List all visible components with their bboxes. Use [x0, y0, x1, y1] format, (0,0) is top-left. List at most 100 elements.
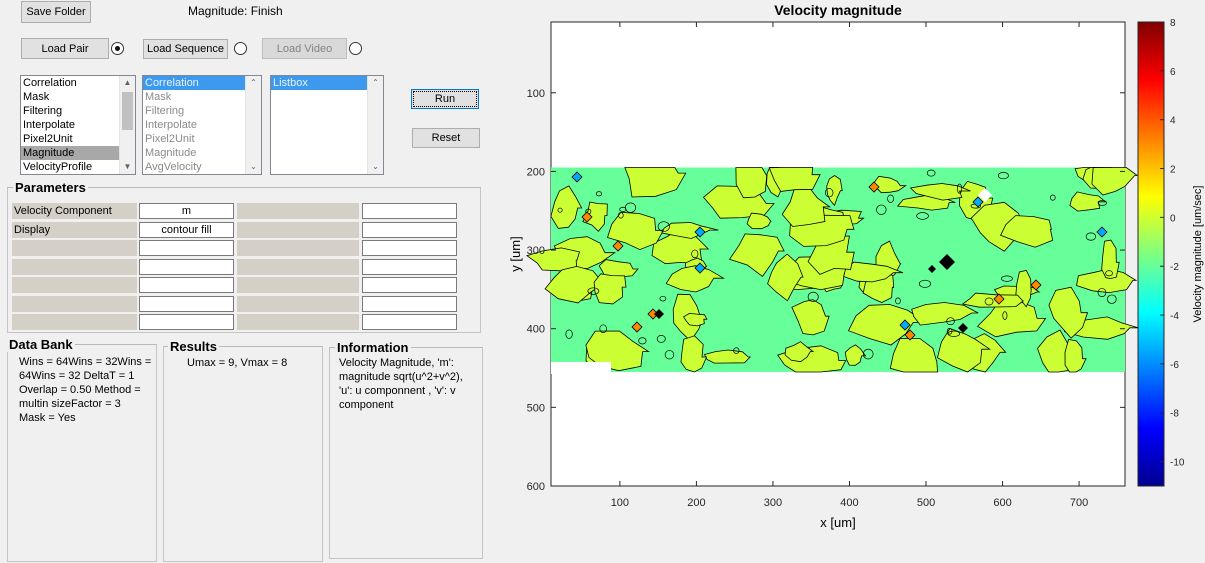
scroll-up-icon[interactable]: ⌃ [250, 78, 257, 87]
contour-region [1063, 316, 1139, 340]
contour-line [984, 297, 994, 306]
contour-line [625, 202, 637, 213]
pipeline-list[interactable]: Correlation Mask Filtering Interpolate Pixel… [142, 75, 262, 175]
contour-region [1000, 215, 1054, 248]
param-value-input[interactable] [139, 277, 234, 293]
scroll-thumb[interactable] [122, 92, 133, 130]
velocity-spot-dark [958, 323, 968, 333]
contour-region [896, 194, 956, 211]
contour-line [946, 328, 953, 335]
contour-region [784, 341, 815, 363]
param-label [12, 277, 137, 293]
velocity-spot [972, 196, 984, 208]
scroll-up-icon[interactable]: ⌃ [372, 78, 379, 87]
scroll-down-icon[interactable]: ⌄ [250, 162, 257, 171]
scroll-down-icon[interactable]: ▼ [123, 162, 132, 171]
text-line: Velocity Magnitude, 'm': [339, 357, 454, 369]
text-line: Umax = 9, Vmax = 8 [187, 357, 288, 369]
contour-line [895, 297, 901, 305]
list-item[interactable]: Correlation [143, 76, 261, 90]
contour-line [876, 204, 887, 215]
param-label [12, 314, 137, 330]
param-value-input-2[interactable] [362, 221, 457, 238]
contour-region [961, 292, 1025, 308]
colorbar-tick-label: 6 [1170, 67, 1176, 78]
scroll-down-icon[interactable]: ⌄ [372, 162, 379, 171]
velocity-spot [899, 319, 911, 331]
colorbar-tick-label: 8 [1170, 18, 1176, 29]
processing-steps-list[interactable]: Correlation Mask Filtering Interpolate Pixel… [20, 75, 136, 175]
contour-region [735, 167, 768, 199]
list-item[interactable]: Interpolate [145, 119, 197, 131]
scroll-up-icon[interactable]: ▲ [123, 78, 132, 87]
velocity-spot [631, 321, 643, 333]
list-item[interactable]: AvgVelocity [145, 161, 202, 173]
param-value-input[interactable] [139, 314, 234, 330]
y-axis-label: y [um] [508, 236, 523, 271]
x-tick-label: 200 [687, 497, 705, 509]
contour-region [811, 205, 847, 236]
param-value-input[interactable]: contour fill [139, 221, 234, 238]
x-tick-label: 300 [764, 497, 782, 509]
list-item[interactable]: Filtering [23, 105, 63, 117]
contour-region [781, 256, 854, 291]
param-value-input-2[interactable] [362, 277, 457, 293]
param-value-input-2[interactable] [362, 295, 457, 312]
load-video-button[interactable]: Load Video [262, 38, 347, 59]
contour-region [767, 253, 804, 302]
param-label: Velocity Component [12, 203, 137, 219]
list-item[interactable]: VelocityProfile [23, 161, 93, 173]
y-tick-label: 200 [527, 166, 545, 178]
param-value-input-2[interactable] [362, 203, 457, 219]
param-value-input[interactable]: m [139, 203, 234, 219]
velocity-spot [1030, 279, 1042, 291]
colorbar-tick-label: 2 [1170, 165, 1176, 176]
contour-region [585, 330, 650, 372]
list-item[interactable]: Magnitude [21, 146, 135, 160]
velocity-field [526, 167, 1139, 374]
pipeline-scrollbar[interactable]: ⌃ ⌄ [245, 76, 261, 174]
contour-region [550, 276, 595, 302]
load-pair-button[interactable]: Load Pair [21, 38, 109, 59]
colorbar-tick-label: -8 [1170, 409, 1179, 420]
param-label: Display [12, 221, 137, 238]
list-item[interactable]: Interpolate [23, 119, 75, 131]
contour-line [619, 206, 627, 212]
param-value-input-2[interactable] [362, 240, 457, 256]
contour-region [1101, 239, 1120, 280]
processing-steps-scrollbar[interactable]: ▲ ▼ [119, 76, 135, 174]
contour-line [1002, 311, 1008, 320]
param-value-input[interactable] [139, 258, 234, 275]
contour-region [858, 272, 884, 296]
param-label-2 [237, 295, 359, 312]
list-item[interactable]: Listbox [271, 76, 383, 90]
param-value-input-2[interactable] [362, 258, 457, 275]
list-item[interactable]: Pixel2Unit [23, 133, 73, 145]
param-value-input-2[interactable] [362, 314, 457, 330]
list-item[interactable]: Pixel2Unit [145, 133, 195, 145]
param-value-input[interactable] [139, 240, 234, 256]
load-sequence-radio[interactable] [234, 42, 247, 55]
colorbar-ticks: 8 6 4 2 0 -2 -4 -6 -8 -10 [1160, 18, 1185, 469]
list-item[interactable]: Magnitude [145, 147, 197, 159]
param-value-input[interactable] [139, 295, 234, 312]
list-item[interactable]: Filtering [145, 105, 185, 117]
data-bank-title: Data Bank [7, 337, 75, 352]
listbox-scrollbar[interactable]: ⌃ ⌄ [367, 76, 383, 174]
text-line: Wins = 64Wins = 32Wins = [19, 356, 152, 368]
load-video-radio[interactable] [349, 42, 362, 55]
load-pair-radio[interactable] [111, 42, 124, 55]
reset-button[interactable]: Reset [412, 128, 480, 148]
contour-line [997, 171, 1009, 180]
save-folder-button[interactable]: Save Folder [21, 1, 91, 23]
list-item[interactable]: Mask [23, 91, 50, 103]
contour-region [844, 344, 867, 366]
contour-region [582, 201, 608, 232]
load-sequence-button[interactable]: Load Sequence [143, 39, 228, 59]
velocity-spot-dark [928, 265, 936, 273]
run-button[interactable]: Run [411, 89, 479, 109]
list-item[interactable]: Mask [145, 91, 172, 103]
listbox[interactable]: Listbox ⌃ ⌄ [270, 75, 384, 175]
list-item[interactable]: Correlation [23, 77, 77, 89]
contour-line [926, 169, 936, 177]
